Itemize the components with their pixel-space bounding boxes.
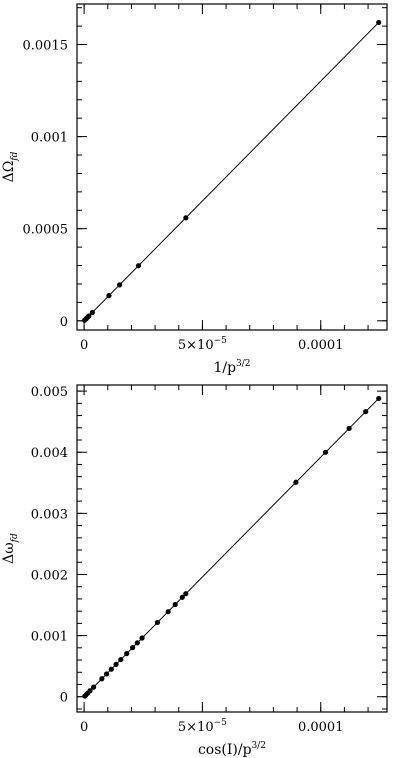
data-point [376,19,382,26]
y-tick-label: 0 [60,691,68,706]
data-point [90,684,97,690]
data-point [103,671,110,677]
data-point [139,635,145,641]
data-point [118,656,124,663]
data-point [130,645,136,651]
y-tick-label: 0.003 [31,507,68,522]
x-tick-label: 0.0001 [298,338,344,353]
x-axis-label: 1/p3/2 [213,359,250,376]
y-tick-label: 0.001 [31,630,68,645]
y-tick-label: 0.0015 [23,39,69,54]
y-tick-label: 0.001 [31,131,68,146]
data-point [124,650,130,657]
data-point [99,676,105,682]
data-point [322,449,329,455]
data-point [135,263,142,269]
data-point [87,688,93,694]
y-axis-label: Δωfd [1,533,20,564]
x-tick-label: 0.0001 [298,720,344,735]
y-tick-label: 0.004 [31,446,68,461]
data-point [179,594,185,600]
y-tick-label: 0 [60,315,68,330]
data-point [363,409,369,415]
x-tick-label: 0 [80,338,88,353]
data-point [165,609,171,615]
x-tick-label: 5×10−5 [178,718,227,735]
y-tick-label: 0.002 [31,568,68,583]
data-point [106,293,112,299]
data-point [172,601,178,608]
y-axis-label: ΔΩfd [1,151,20,182]
x-axis-label: cos(I)/p3/2 [198,741,266,758]
data-point [183,591,189,597]
data-point [134,640,140,646]
plot-frame [76,3,388,331]
data-point [113,661,119,667]
data-point [376,395,382,402]
data-point [183,215,189,221]
y-tick-label: 0.005 [31,385,68,400]
data-point [89,309,95,316]
data-point [108,666,114,672]
data-point [86,313,92,319]
fit-line [83,22,380,322]
data-point [293,479,299,485]
data-point [154,619,161,626]
chart-top: 0 5×10−5 0.0001 0 0.0005 0.001 0.0015 1/p3/2 ΔΩf… [1,3,388,376]
y-tick-label: 0.0005 [23,223,69,238]
x-tick-label: 0 [80,720,88,735]
data-point [116,282,123,288]
chart-bottom: 0 5×10−5 0.0001 0 0.001 0.002 0.003 0.004 0.005 c… [1,384,388,758]
plot-frame [76,384,388,713]
x-tick-label: 5×10−5 [178,336,227,353]
data-point [346,425,352,431]
